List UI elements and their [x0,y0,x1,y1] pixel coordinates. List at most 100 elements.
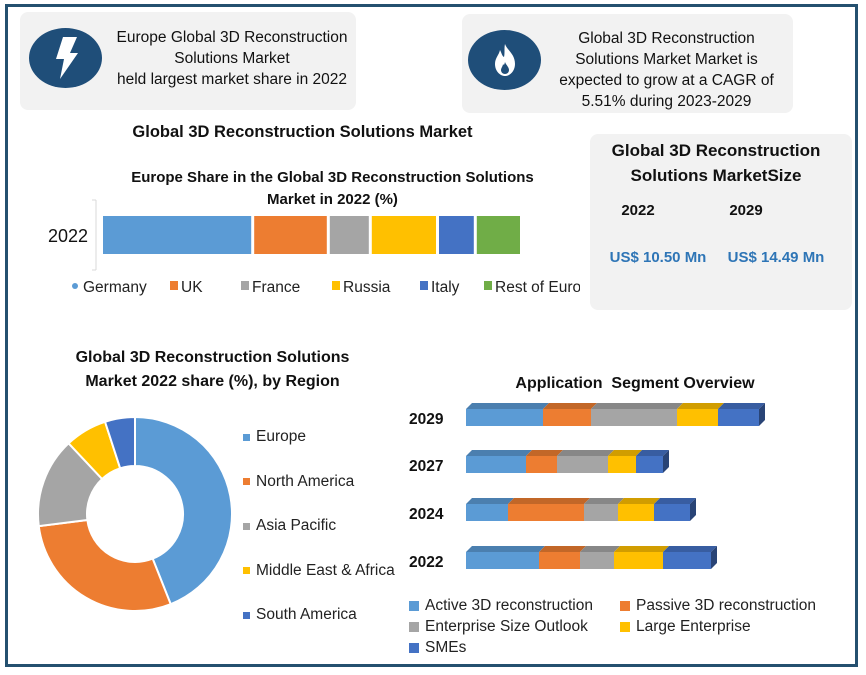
legend-swatch [243,522,250,530]
region-donut-chart [37,415,233,612]
donut-slice-north-america [37,518,173,612]
bar-top-face [543,403,597,409]
market-size-year-2022: 2022 [621,202,655,219]
legend-swatch [243,433,250,441]
bar-side-face [663,450,669,473]
bar-top-face [466,498,514,504]
legend-item-south-america: South America [243,606,357,624]
legend-swatch [243,611,250,619]
legend-item-germany: Germany [72,279,147,296]
lightning-bolt-icon [29,28,102,88]
donut-slice-south-america [103,415,136,470]
main-title: Global 3D Reconstruction Solutions Marke… [132,123,473,141]
legend-swatch [409,643,419,653]
legend-item-italy: Italy [420,279,460,296]
bar-front-face [718,409,759,426]
category-label-2022: 2022 [48,226,88,246]
region-chart-title-line: Market 2022 share (%), by Region [85,373,340,390]
legend-label: France [252,279,300,296]
legend-label: Rest of Europe [495,279,580,296]
category-label-2022: 2022 [409,554,443,571]
card-line: expected to grow at a CAGR of [559,72,774,89]
bar-front-face [654,504,690,521]
bar-segment-active-3d-reconstruction [466,498,514,521]
bar-front-face [591,409,677,426]
legend-label: Passive 3D reconstruction [636,597,817,614]
bar-top-face [466,403,549,409]
bar-segment-passive-3d-reconstruction [543,403,597,426]
legend-label: UK [181,279,203,296]
bar-top-face [636,450,669,456]
bar-front-face [608,456,636,473]
market-size-title-line: Solutions MarketSize [630,166,802,185]
bar-segment-active-3d-reconstruction [466,450,532,473]
flame-icon [468,30,541,90]
bar-top-face [539,546,586,552]
legend-item-france: France [241,279,300,296]
legend-label: Russia [343,279,391,296]
card-line: Solutions Market Market is [575,51,758,68]
bar-front-face [636,456,663,473]
legend-item-rest-of-europe: Rest of Europe [484,279,580,296]
market-size-year-2029: 2029 [729,202,763,219]
bar-front-face [677,409,718,426]
bar-front-face [526,456,557,473]
bar-segment-germany [103,216,252,254]
category-label-2029: 2029 [409,411,444,428]
bar-front-face [466,504,508,521]
legend-swatch [170,281,178,290]
legend-item-active-3d-reconstruction: Active 3D reconstruction [409,597,593,615]
bar-top-face [466,546,545,552]
bar-top-face [584,498,624,504]
legend-swatch [243,567,250,574]
legend-item-large-enterprise: Large Enterprise [620,618,751,636]
bar-side-face [759,403,765,426]
bar-segment-large-enterprise [677,403,724,426]
market-size-value-2022: US$ 10.50 Mn [609,249,707,266]
legend-label: Germany [83,279,147,296]
legend-item-enterprise-size-outlook: Enterprise Size Outlook [409,618,588,636]
legend-label: Europe [256,428,306,445]
bar-front-face [557,456,608,473]
card-line: 5.51% during 2023-2029 [581,93,752,110]
bar-top-face [508,498,590,504]
legend-item-europe: Europe [243,428,306,446]
bar-segment-smes [718,403,765,426]
bar-segment-smes [654,498,696,521]
bar-front-face [466,456,526,473]
bar-front-face [584,504,618,521]
bar-segment-france [329,216,369,254]
legend-item-uk: UK [170,279,203,296]
bar-top-face [614,546,669,552]
legend-label: Active 3D reconstruction [425,597,593,614]
legend-item-smes: SMEs [409,639,466,657]
bar-front-face [466,552,539,569]
application-segment-chart: 2029 2027 2024 2022 [409,403,765,571]
card-line: Europe Global 3D Reconstruction [116,29,348,46]
region-chart-title: Global 3D Reconstruction Solutions Marke… [40,346,385,394]
bar-segment-active-3d-reconstruction [466,403,549,426]
bar-segment-passive-3d-reconstruction [539,546,586,569]
bar-segment-large-enterprise [618,498,660,521]
europe-chart-title-line: Europe Share in the Global 3D Reconstruc… [131,169,534,186]
bar-segment-enterprise-size-outlook [591,403,683,426]
card-line: Global 3D Reconstruction [578,30,755,47]
infographic-frame [5,4,858,667]
legend-swatch [484,281,492,290]
bar-top-face [663,546,717,552]
legend-label: Middle East & Africa [256,561,395,579]
bar-segment-enterprise-size-outlook [580,546,620,569]
card-line: Solutions Market [174,50,290,67]
region-chart-title-line: Global 3D Reconstruction Solutions [75,349,350,366]
bar-segment-rest-of-europe [476,216,520,254]
bar-top-face [557,450,614,456]
donut-slice-europe [134,415,233,606]
card-text-europe: Europe Global 3D Reconstruction Solution… [112,27,352,90]
bar-front-face [543,409,591,426]
bar-segment-large-enterprise [608,450,642,473]
legend-item-middle-east-africa: Middle East & Africa [243,562,395,580]
category-label-2027: 2027 [409,458,443,475]
legend-swatch [72,283,78,289]
legend-item-north-america: North America [243,473,354,491]
legend-swatch [409,601,419,611]
